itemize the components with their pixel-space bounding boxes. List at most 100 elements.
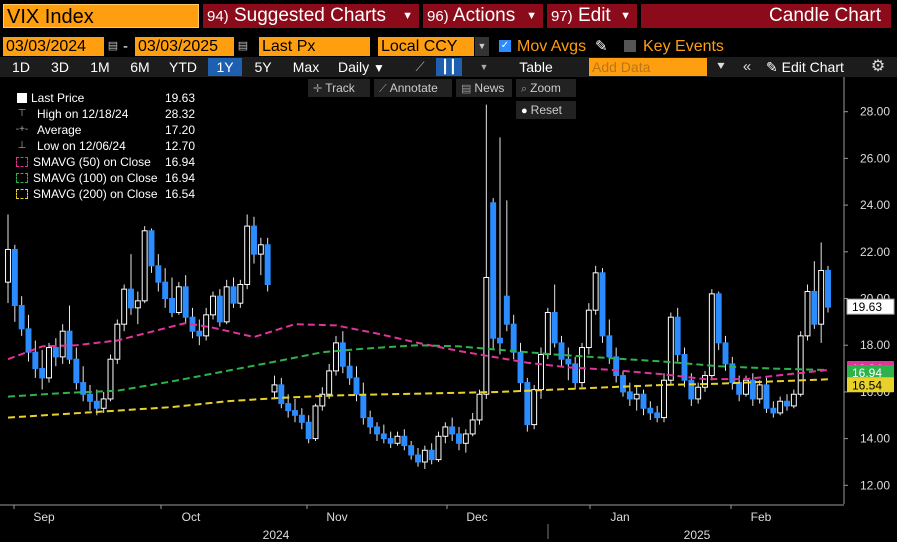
crosshair-icon: ✛ [313,83,323,95]
candle-body [503,295,510,325]
suggested-charts-button[interactable]: 94) Suggested Charts ▼ [203,4,419,28]
annotate-button[interactable]: ⟋ Annotate [374,79,452,97]
line-chart-icon[interactable]: ⟋ [415,59,425,74]
candle-body [421,449,428,463]
candle-body [777,400,784,414]
legend-swatch [15,172,29,184]
start-date-field[interactable]: 03/03/2024 [3,37,104,56]
end-date-field[interactable]: 03/03/2025 [135,37,234,56]
period-5y-button[interactable]: 5Y [254,59,272,75]
edit-button[interactable]: 97) Edit ▼ [547,4,637,28]
mov-avgs-checkbox[interactable]: ✓ [499,40,511,52]
edit-chart-label: Edit Chart [781,59,844,75]
candle-body [763,384,770,409]
price-tag-label: 19.63 [852,300,882,314]
candle-body [175,286,182,314]
frequency-select[interactable]: Daily ▼ [332,58,396,76]
candle-body [52,347,59,358]
price-field-select[interactable]: Last Px [259,37,370,56]
reset-label: Reset [530,103,563,117]
track-label: Track [325,81,355,95]
year-label: 2024 [263,528,290,542]
period-1m-button[interactable]: 1M [90,59,110,75]
legend-label: Last Price [31,91,85,105]
calendar-icon[interactable]: ▤ [237,40,249,52]
candle-body [722,342,729,365]
pencil-icon: ✎ [766,59,778,75]
legend-label: Average [37,123,82,137]
table-button[interactable]: Table [519,59,553,75]
chevron-down-icon[interactable]: ▼ [475,37,489,56]
news-label: News [474,81,505,95]
candle-body [141,230,148,302]
candle-body [743,379,749,395]
add-data-input[interactable] [589,58,707,76]
candle-body [367,417,374,428]
calendar-icon[interactable]: ▤ [107,40,119,52]
track-button[interactable]: ✛ Track [308,79,370,97]
period-max-button[interactable]: Max [292,59,320,75]
candle-body [66,330,73,360]
period-1y-button[interactable]: 1Y [208,58,242,76]
legend-row-low: ⊥ Low on 12/06/24 12.70 [7,138,195,154]
pencil-icon[interactable]: ✎ [595,38,608,55]
annotate-icon: ⟋ [379,83,387,95]
candle-body [729,363,736,384]
candle-body [606,335,613,358]
legend-label: Low on 12/06/24 [37,139,126,153]
period-ytd-button[interactable]: YTD [169,59,197,75]
period-3d-button[interactable]: 3D [51,59,69,75]
currency-select[interactable]: Local CCY [378,37,474,56]
edit-chart-button[interactable]: ✎ Edit Chart [766,58,862,76]
legend-row-high: ⊤ High on 12/18/24 28.32 [7,106,195,122]
zoom-button[interactable]: ⌕ Zoom [516,79,576,97]
low-marker-icon: ⊥ [17,140,27,151]
candlestick-chart[interactable]: 12.0014.0016.0018.0020.0022.0024.0026.00… [0,77,897,542]
key-events-checkbox[interactable] [624,40,636,52]
period-6m-button[interactable]: 6M [130,59,150,75]
y-tick-label: 12.00 [860,478,890,492]
candle-body [654,412,661,419]
legend-row-sma200: SMAVG (200) on Close 16.54 [7,186,195,202]
suggested-charts-number: 94) [207,8,229,25]
chevron-down-icon: ▼ [526,10,537,22]
candle-body [633,393,640,400]
ticker-input[interactable]: VIX Index [3,4,199,28]
candle-body [32,351,39,370]
candle-body [736,382,743,395]
candle-body [114,323,121,360]
candle-body [708,293,715,377]
candle-body [592,272,599,311]
sma100-line [7,344,829,398]
news-icon: ▤ [461,83,472,95]
double-chevron-left-icon[interactable]: « [742,58,752,75]
mov-avgs-label: Mov Avgs [517,38,587,55]
filter-icon[interactable]: ⯆ [715,59,727,74]
actions-button[interactable]: 96) Actions ▼ [423,4,543,28]
reset-button[interactable]: ● Reset [516,101,576,119]
candle-body [107,358,114,400]
legend-row-sma100: SMAVG (100) on Close 16.94 [7,170,195,186]
period-1d-button[interactable]: 1D [12,59,30,75]
candle-body [360,393,367,419]
chart-legend: Last Price 19.63 ⊤ High on 12/18/24 28.3… [7,87,195,205]
chevron-down-icon[interactable]: ▼ [479,62,489,72]
candle-body [387,438,394,444]
candle-body [5,248,11,283]
candle-body [702,375,708,388]
y-tick-label: 14.00 [860,432,890,446]
legend-value: 16.94 [164,171,195,185]
candle-body [613,356,620,377]
edit-label: Edit [577,5,611,26]
candlestick-icon[interactable]: ┃┃ [436,58,462,76]
gear-icon[interactable]: ⚙ [870,58,886,75]
high-marker-icon: ⊤ [17,108,27,119]
candle-body [230,286,237,304]
candle-body [353,377,360,395]
news-button[interactable]: ▤ News [456,79,512,97]
month-label: Dec [466,510,487,524]
candle-body [196,330,203,337]
legend-value: 12.70 [164,139,195,153]
candle-body [688,379,695,400]
candle-body [39,368,46,379]
